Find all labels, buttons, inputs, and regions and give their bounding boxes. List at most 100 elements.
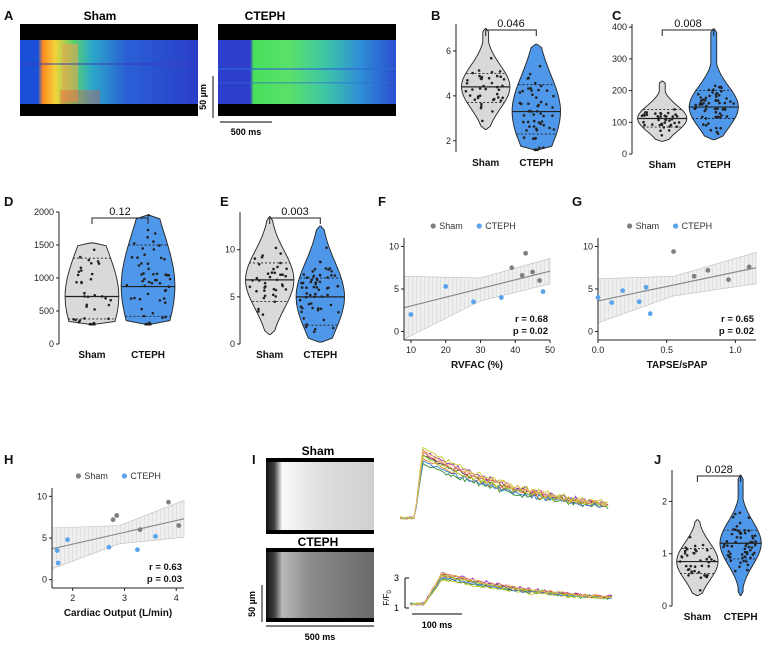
panel-j-data-point xyxy=(693,565,697,568)
panel-d-p-value: 0.12 xyxy=(109,206,130,218)
panel-b-data-point xyxy=(539,112,542,115)
panel-e-data-point xyxy=(274,246,278,250)
panel-i-trace-ylabel: F/F0 xyxy=(382,590,393,606)
panel-e-data-point xyxy=(273,271,277,275)
panel-h-sham-point xyxy=(110,517,116,523)
panel-e-data-point xyxy=(257,279,261,282)
panel-e-data-point xyxy=(318,273,322,277)
panel-j-data-point xyxy=(751,536,755,540)
panel-j-data-point xyxy=(739,532,742,535)
panel-c-y-tick-label: 300 xyxy=(612,54,627,64)
panel-c-data-point xyxy=(718,116,722,119)
panel-g-cteph-point xyxy=(643,284,649,290)
panel-d-data-point xyxy=(78,255,82,259)
panel-j-data-point xyxy=(743,529,746,532)
panel-d-data-point xyxy=(93,308,96,311)
panel-j-data-point xyxy=(747,529,751,532)
panel-e-data-point xyxy=(318,260,322,264)
panel-d-data-point xyxy=(125,284,129,287)
panel-c-data-point xyxy=(670,117,674,121)
panel-e-data-point xyxy=(313,267,317,271)
panel-f-fit-line xyxy=(403,270,551,309)
panel-b-data-point xyxy=(518,101,522,105)
panel-j-data-point xyxy=(735,525,739,528)
panel-e-data-point xyxy=(276,265,279,269)
panel-e-data-point xyxy=(285,267,288,271)
panel-j-data-point xyxy=(707,564,710,568)
panel-e-data-point xyxy=(302,317,306,320)
panel-j-x-label-cteph: CTEPH xyxy=(724,612,758,623)
panel-j-data-point xyxy=(685,554,689,557)
panel-d-data-point xyxy=(151,311,155,315)
panel-c-data-point xyxy=(725,97,728,100)
panel-d-data-point xyxy=(97,262,101,265)
panel-c-violin-chart: C 0 100 200 300 400 Sham CTEPH 0.008 xyxy=(612,8,739,171)
panel-j-data-point xyxy=(730,532,734,536)
panel-c-data-point xyxy=(675,115,679,118)
traces-cteph-trace xyxy=(409,572,613,606)
panel-b-data-point xyxy=(495,74,499,78)
panel-d-data-point xyxy=(145,322,149,326)
panel-h-y-tick-label: 10 xyxy=(37,491,47,501)
panel-d-data-point xyxy=(148,321,151,325)
panel-e-data-point xyxy=(315,286,319,289)
panel-b-data-point xyxy=(539,122,542,126)
panel-c-significance-bracket xyxy=(661,29,715,36)
panel-h-legend-sham-marker xyxy=(75,473,81,479)
panel-d-data-point xyxy=(142,314,146,318)
panel-e-p-value: 0.003 xyxy=(281,206,309,218)
panel-c-y-tick-label: 0 xyxy=(622,149,627,159)
panel-b-data-point xyxy=(478,87,482,90)
panel-b-data-point xyxy=(501,96,505,100)
panel-g-cteph-point xyxy=(595,295,601,300)
panel-f-y-tick-label: 0 xyxy=(394,327,399,337)
panel-c-data-point xyxy=(702,102,705,105)
panel-c-data-point xyxy=(709,128,713,132)
panel-d-data-point xyxy=(157,244,161,247)
panel-a-x-scale-label: 500 ms xyxy=(231,127,262,137)
panel-c-data-point xyxy=(716,107,719,110)
traces-cteph-trace xyxy=(409,578,613,606)
panel-g-p-value: p = 0.02 xyxy=(719,326,754,337)
panel-e-data-point xyxy=(262,296,266,300)
panel-c-data-point xyxy=(720,114,723,117)
panel-b-data-point xyxy=(465,82,469,85)
panel-j-data-point xyxy=(706,548,709,552)
panel-g-cteph-point xyxy=(647,311,653,317)
panel-d-data-point xyxy=(100,295,104,298)
panel-g-scatter-chart: G 0 5 10 0.0 0.5 1.0 TAPSE/sPAP Sham CTEPH r = 0.6… xyxy=(572,194,757,371)
panel-d-data-point xyxy=(129,297,133,300)
panel-i-cteph-linescan xyxy=(266,548,374,622)
panel-b-data-point xyxy=(540,120,544,123)
panel-b-data-point xyxy=(530,89,533,92)
panel-c-data-point xyxy=(715,95,718,98)
panel-b-y-tick-label: 2 xyxy=(446,136,451,146)
panel-e-data-point xyxy=(260,255,264,259)
panel-e-data-point xyxy=(272,267,275,271)
panel-a-cteph-title: CTEPH xyxy=(245,9,286,23)
panel-e-data-point xyxy=(255,289,258,293)
panel-e-violin-chart: E 0 5 10 Sham CTEPH 0.003 xyxy=(220,194,345,361)
panel-b-data-point xyxy=(538,146,541,150)
panel-c-data-point xyxy=(732,102,735,105)
panel-b-y-tick-label: 6 xyxy=(446,46,451,56)
panel-h-legend-cteph: CTEPH xyxy=(130,471,161,481)
panel-b-data-point xyxy=(499,99,503,102)
panel-g-sham-point xyxy=(691,273,697,279)
panel-b-data-point xyxy=(479,106,483,110)
panel-b-data-point xyxy=(545,89,549,92)
panel-c-data-point xyxy=(716,132,720,135)
panel-c-data-point xyxy=(720,86,723,90)
panel-d-data-point xyxy=(107,317,110,321)
panel-e-data-point xyxy=(274,295,278,298)
panel-b-data-point xyxy=(484,87,488,91)
panel-f-x-tick-label: 20 xyxy=(441,345,451,355)
panel-e-data-point xyxy=(326,293,329,297)
panel-b-x-label-cteph: CTEPH xyxy=(519,158,553,169)
panel-d-data-point xyxy=(79,266,83,270)
panel-b-data-point xyxy=(466,79,469,82)
panel-e-data-point xyxy=(300,286,304,289)
panel-a-sham-title: Sham xyxy=(84,9,117,23)
panel-f-legend-sham-marker xyxy=(430,223,436,229)
panel-j-data-point xyxy=(738,565,741,569)
